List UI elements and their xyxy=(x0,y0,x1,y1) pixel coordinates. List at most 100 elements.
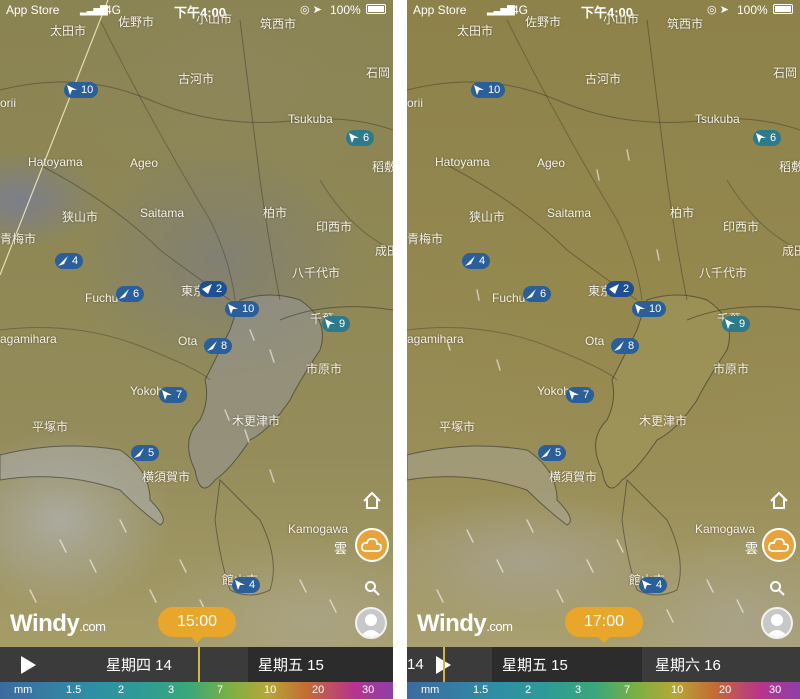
wind-marker[interactable]: 10 xyxy=(471,82,506,98)
phone-screen-left: App Store ▂▃▅▇ 4G 下午4:00 ◎ ➤ 100% 太田市 佐野… xyxy=(0,0,393,699)
wind-arrow-icon xyxy=(162,390,172,400)
city-label: agamihara xyxy=(407,332,464,346)
wind-marker[interactable]: 6 xyxy=(346,130,375,146)
weather-layer-button[interactable] xyxy=(355,528,389,562)
wind-marker[interactable]: 7 xyxy=(159,387,188,403)
wind-marker[interactable]: 8 xyxy=(611,338,640,354)
wind-marker[interactable]: 10 xyxy=(225,301,260,317)
city-label: agamihara xyxy=(0,332,57,346)
timeline-bar[interactable]: 星期四 14 星期五 15 xyxy=(0,647,393,682)
wind-arrow-icon xyxy=(134,448,144,458)
city-label: 印西市 xyxy=(723,220,760,234)
location-icon: ◎ ➤ xyxy=(300,4,322,16)
clock: 下午4:00 xyxy=(581,5,634,20)
home-button[interactable] xyxy=(354,483,390,519)
wind-marker[interactable]: 4 xyxy=(232,577,261,593)
city-label: 石岡 xyxy=(366,66,391,80)
carrier-label[interactable]: App Store xyxy=(6,3,60,17)
wind-speed: 4 xyxy=(72,255,79,267)
city-label: 稻敷 xyxy=(779,160,800,174)
city-label: 太田市 xyxy=(457,24,494,38)
wind-marker[interactable]: 6 xyxy=(523,286,552,302)
search-button[interactable] xyxy=(759,570,795,606)
city-label: 八千代市 xyxy=(699,266,748,280)
wind-marker[interactable]: 2 xyxy=(606,281,635,297)
city-label: Fuchu xyxy=(492,291,526,305)
carrier-label[interactable]: App Store xyxy=(413,3,467,17)
city-label: 筑西市 xyxy=(260,17,297,31)
home-button[interactable] xyxy=(761,483,797,519)
timeline-day-segment xyxy=(248,647,393,682)
wind-speed: 2 xyxy=(623,283,630,295)
wind-speed: 4 xyxy=(479,255,486,267)
home-icon xyxy=(363,491,381,509)
wind-arrow-icon xyxy=(756,133,766,143)
wind-arrow-icon xyxy=(614,341,624,351)
wind-arrow-icon xyxy=(635,304,645,314)
wind-marker[interactable]: 6 xyxy=(753,130,782,146)
weather-layer-label: 雲 xyxy=(334,541,348,556)
wind-marker[interactable]: 4 xyxy=(639,577,668,593)
wind-marker[interactable]: 10 xyxy=(64,82,99,98)
play-button[interactable] xyxy=(8,647,48,682)
weather-map[interactable]: App Store ▂▃▅▇ 4G 下午4:00 ◎ ➤ 100% 太田市 佐野… xyxy=(0,0,393,647)
logo-suffix: .com xyxy=(486,619,513,634)
legend-value: 10 xyxy=(671,684,684,696)
legend-value: 30 xyxy=(362,684,375,696)
timeline-cursor[interactable] xyxy=(443,647,445,682)
day-label[interactable]: 星期六 16 xyxy=(655,657,721,674)
wind-marker[interactable]: 7 xyxy=(566,387,595,403)
city-label: 八千代市 xyxy=(292,266,341,280)
timeline-cursor[interactable] xyxy=(198,647,200,682)
day-label[interactable]: 星期五 15 xyxy=(258,657,324,674)
wind-marker[interactable]: 4 xyxy=(55,253,84,269)
city-label: 平塚市 xyxy=(32,420,69,434)
city-label: 成田 xyxy=(782,244,800,258)
weather-map[interactable]: App Store ▂▃▅▇ 4G 下午4:00 ◎ ➤ 100% 太田市 佐野… xyxy=(407,0,800,647)
wind-marker[interactable]: 10 xyxy=(632,301,667,317)
avatar[interactable] xyxy=(355,607,387,639)
city-label: 市原市 xyxy=(713,362,750,376)
avatar[interactable] xyxy=(761,607,793,639)
wind-marker[interactable]: 9 xyxy=(722,316,751,332)
search-button[interactable] xyxy=(354,570,390,606)
time-bubble[interactable]: 17:00 xyxy=(565,607,643,643)
wind-marker[interactable]: 2 xyxy=(199,281,228,297)
precipitation-legend: mm 1.5 2 3 7 10 20 30 xyxy=(0,682,393,699)
windy-logo: Windy.com xyxy=(417,610,513,638)
legend-value: 20 xyxy=(312,684,325,696)
wind-arrow-icon xyxy=(609,284,619,294)
signal-icon: ▂▃▅▇ xyxy=(80,5,108,16)
legend-value: 3 xyxy=(575,684,582,696)
status-bar: App Store ▂▃▅▇ 4G 下午4:00 ◎ ➤ 100% xyxy=(0,0,393,20)
wind-arrow-icon xyxy=(119,289,129,299)
wind-marker[interactable]: 8 xyxy=(204,338,233,354)
signal-icon: ▂▃▅▇ xyxy=(487,5,515,16)
weather-layer-button[interactable] xyxy=(762,528,796,562)
wind-speed: 5 xyxy=(555,447,562,459)
wind-arrow-icon xyxy=(207,341,217,351)
wind-marker[interactable]: 6 xyxy=(116,286,145,302)
cloud-icon xyxy=(361,537,383,552)
day-label[interactable]: 14 xyxy=(407,656,424,673)
day-label[interactable]: 星期五 15 xyxy=(502,657,568,674)
wind-marker[interactable]: 4 xyxy=(462,253,491,269)
timeline-bar[interactable]: 14 星期五 15 星期六 16 xyxy=(407,647,800,682)
wind-arrow-icon xyxy=(325,319,335,329)
wind-marker[interactable]: 5 xyxy=(131,445,160,461)
city-label: Tsukuba xyxy=(288,112,333,126)
search-icon xyxy=(365,581,380,596)
wind-marker[interactable]: 5 xyxy=(538,445,567,461)
city-label: Kamogawa xyxy=(288,522,349,536)
wind-marker[interactable]: 9 xyxy=(322,316,351,332)
wind-speed: 10 xyxy=(242,303,255,315)
weather-layer-label: 雲 xyxy=(745,541,759,556)
city-label: 古河市 xyxy=(585,72,622,86)
city-label: orii xyxy=(407,96,424,110)
legend-unit: mm xyxy=(421,684,440,696)
battery-icon xyxy=(773,4,793,14)
home-icon xyxy=(770,491,788,509)
time-bubble[interactable]: 15:00 xyxy=(158,607,236,643)
day-label[interactable]: 星期四 14 xyxy=(106,657,172,674)
city-label: Fuchu xyxy=(85,291,119,305)
